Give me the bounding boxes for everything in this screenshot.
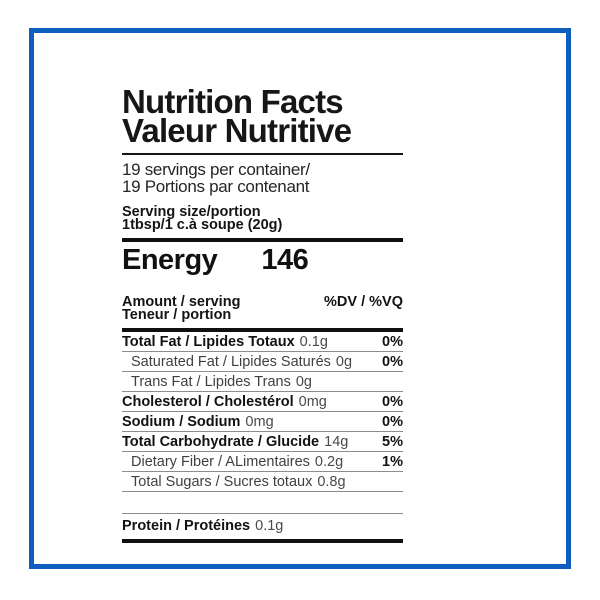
nutrient-percent-dv: 0%: [382, 413, 403, 430]
nutrient-row: Sodium / Sodium 0mg 0%: [122, 412, 403, 432]
nutrient-row: Total Fat / Lipides Totaux 0.1g 0%: [122, 332, 403, 352]
thick-divider-top: [122, 238, 403, 242]
servings-line-en: 19 servings per container/: [122, 160, 310, 179]
nutrient-percent-dv: 5%: [382, 433, 403, 450]
label-title: Nutrition Facts Valeur Nutritive: [122, 83, 403, 149]
servings-line-fr: 19 Portions par contenant: [122, 176, 310, 196]
protein-name: Protein / Protéines: [122, 518, 251, 534]
thick-divider-header: [122, 328, 403, 332]
nutrient-name: Trans Fat / Lipides Trans: [131, 373, 291, 390]
nutrient-row: Total Sugars / Sucres totaux 0.8g: [122, 472, 403, 492]
nutrient-percent-dv: 1%: [382, 453, 403, 470]
nutrient-rows: Total Fat / Lipides Totaux 0.1g 0% Satur…: [122, 332, 403, 492]
amount-per-serving-header: Amount / serving Teneur / portion: [122, 294, 241, 323]
energy-value: 146: [261, 244, 309, 276]
energy-label: Energy: [122, 244, 218, 276]
nutrient-value: 0mg: [245, 413, 274, 430]
nutrient-name: Sodium / Sodium: [122, 413, 241, 430]
title-divider: [122, 153, 403, 155]
title-line-en: Nutrition Facts: [122, 83, 344, 120]
nutrient-name: Dietary Fiber / ALimentaires: [131, 453, 310, 470]
nutrition-facts-label: Nutrition Facts Valeur Nutritive 19 serv…: [122, 83, 403, 543]
protein-row: Protein / Protéines 0.1g: [122, 514, 403, 537]
nutrient-name: Cholesterol / Cholestérol: [122, 393, 294, 410]
nutrient-value: 0mg: [298, 393, 327, 410]
energy-row: Energy 146: [122, 245, 403, 276]
nutrient-value: 0.1g: [299, 333, 328, 350]
amount-header-fr: Teneur / portion: [122, 306, 232, 323]
nutrient-percent-dv: 0%: [382, 333, 403, 350]
nutrient-row: Dietary Fiber / ALimentaires 0.2g 1%: [122, 452, 403, 472]
nutrient-percent-dv: 0%: [382, 393, 403, 410]
nutrient-name: Total Fat / Lipides Totaux: [122, 333, 295, 350]
nutrient-row: Trans Fat / Lipides Trans 0g: [122, 372, 403, 392]
servings-per-container: 19 servings per container/ 19 Portions p…: [122, 160, 403, 196]
nutrient-name: Saturated Fat / Lipides Saturés: [131, 353, 331, 370]
nutrient-value: 14g: [324, 433, 349, 450]
nutrient-percent-dv: 0%: [382, 353, 403, 370]
protein-value: 0.1g: [255, 518, 284, 534]
nutrient-row: Total Carbohydrate / Glucide 14g 5%: [122, 432, 403, 452]
nutrient-row: Cholesterol / Cholestérol 0mg 0%: [122, 392, 403, 412]
nutrient-name: Total Carbohydrate / Glucide: [122, 433, 320, 450]
spacer-row: [122, 492, 403, 514]
blue-border-frame: Nutrition Facts Valeur Nutritive 19 serv…: [29, 28, 571, 569]
title-line-fr: Valeur Nutritive: [122, 112, 352, 149]
amount-header-en: Amount / serving: [122, 294, 241, 310]
serving-size: Serving size/portion 1tbsp/1 c.à soupe (…: [122, 204, 403, 233]
column-header: Amount / serving Teneur / portion %DV / …: [122, 294, 403, 323]
nutrient-value: 0.8g: [317, 473, 346, 490]
serving-size-line1: Serving size/portion: [122, 204, 261, 220]
nutrient-row: Saturated Fat / Lipides Saturés 0g 0%: [122, 352, 403, 372]
thick-divider-bottom: [122, 538, 403, 543]
nutrient-value: 0g: [335, 353, 353, 370]
nutrient-value: 0.2g: [314, 453, 344, 470]
nutrient-value: 0g: [295, 373, 312, 390]
nutrient-name: Total Sugars / Sucres totaux: [131, 473, 313, 490]
serving-size-line2: 1tbsp/1 c.à soupe (20g): [122, 217, 283, 233]
daily-value-header: %DV / %VQ: [324, 294, 403, 310]
